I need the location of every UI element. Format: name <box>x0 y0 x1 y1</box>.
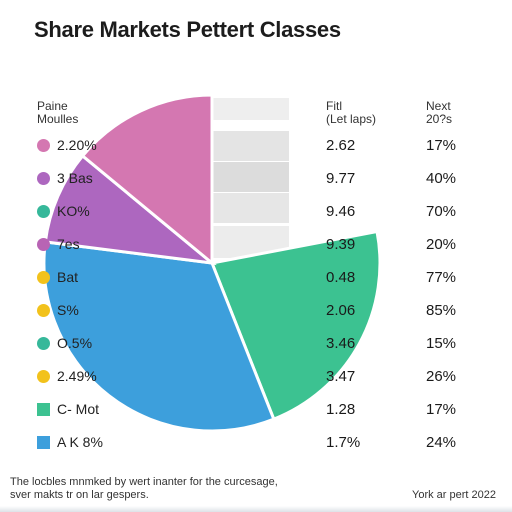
column-1-value: 3.47 <box>326 368 356 385</box>
legend-marker <box>37 370 50 383</box>
legend-marker <box>37 139 50 152</box>
table-row: A K 8% 1.7% 24% <box>0 429 512 457</box>
column-1-value: 3.46 <box>326 335 356 352</box>
legend-label: 2.49% <box>57 368 97 384</box>
column-2-value: 26% <box>426 368 457 385</box>
footnote-line-1: The locbles mnmked by wert inanter for t… <box>10 476 278 488</box>
table-row: Bat 0.48 77% <box>0 264 512 292</box>
legend-marker <box>37 172 50 185</box>
column-2-value: 15% <box>426 335 457 352</box>
column-1-header-line-1: Fitl <box>326 99 342 113</box>
column-1-value: 1.7% <box>326 434 361 451</box>
legend-header-line-1: Paine <box>37 99 68 113</box>
column-1-value: 9.46 <box>326 203 356 220</box>
legend-label: A K 8% <box>57 434 103 450</box>
table-row: 3 Bas 9.77 40% <box>0 165 512 193</box>
pie-slice-pink <box>80 93 214 267</box>
legend-label: Bat <box>57 269 79 285</box>
column-2-value: 70% <box>426 203 457 220</box>
legend-label: 3 Bas <box>57 170 93 186</box>
legend-marker <box>37 271 50 284</box>
chart-title: Share Markets Pettert Classes <box>34 17 341 42</box>
column-1-header: Fitl (Let laps) <box>326 100 376 126</box>
table-row: O.5% 3.46 15% <box>0 330 512 358</box>
table-row: C- Mot 1.28 17% <box>0 396 512 424</box>
legend-label: 7es <box>57 236 80 252</box>
bottom-edge-fade <box>0 506 512 512</box>
legend-label: 2.20% <box>57 137 97 153</box>
legend-label: S% <box>57 302 79 318</box>
column-1-value: 9.77 <box>326 170 356 187</box>
footnote-line-2: sver makts tr on lar gespers. <box>10 489 149 501</box>
legend-label: KO% <box>57 203 90 219</box>
pie-slice-blue <box>42 240 276 433</box>
column-1-value: 2.62 <box>326 137 356 154</box>
column-1-value: 2.06 <box>326 302 356 319</box>
legend-marker <box>37 238 50 251</box>
legend-marker <box>37 403 50 416</box>
column-1-value: 9.39 <box>326 236 356 253</box>
column-1-value: 1.28 <box>326 401 356 418</box>
footnote-source: York ar pert 2022 <box>412 489 496 501</box>
gray-stripe <box>212 193 289 223</box>
table-row: 2.20% 2.62 17% <box>0 132 512 160</box>
legend-header-line-2: Moulles <box>37 112 79 126</box>
column-2-header-line-1: Next <box>426 99 451 113</box>
column-2-value: 40% <box>426 170 457 187</box>
legend-marker <box>37 436 50 449</box>
legend-marker <box>37 205 50 218</box>
legend-marker <box>37 304 50 317</box>
table-row: KO% 9.46 70% <box>0 198 512 226</box>
column-2-value: 77% <box>426 269 457 286</box>
legend-header: Paine Moulles <box>37 100 78 126</box>
column-1-header-line-2: (Let laps) <box>326 112 377 126</box>
table-row: 2.49% 3.47 26% <box>0 363 512 391</box>
gray-stripe <box>212 162 289 192</box>
legend-marker <box>37 337 50 350</box>
table-row: 7es 9.39 20% <box>0 231 512 259</box>
column-2-value: 24% <box>426 434 457 451</box>
footnote: The locbles mnmked by wert inanter for t… <box>10 476 278 502</box>
gray-stripe <box>212 131 289 161</box>
column-2-header: Next 20?s <box>426 100 452 126</box>
table-row: S% 2.06 85% <box>0 297 512 325</box>
column-2-header-line-2: 20?s <box>426 112 453 126</box>
column-2-value: 17% <box>426 137 457 154</box>
column-2-value: 20% <box>426 236 457 253</box>
column-2-value: 85% <box>426 302 457 319</box>
gray-stripe <box>212 98 289 120</box>
column-2-value: 17% <box>426 401 457 418</box>
pie-slice-green <box>209 229 382 422</box>
column-1-value: 0.48 <box>326 269 356 286</box>
legend-label: O.5% <box>57 335 93 351</box>
legend-label: C- Mot <box>57 401 99 417</box>
